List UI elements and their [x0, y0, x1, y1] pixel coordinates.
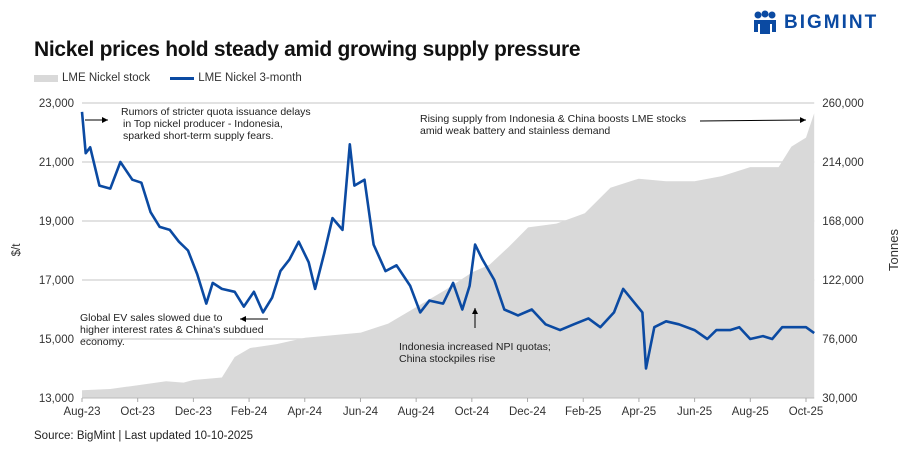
annotation-line: Indonesia increased NPI quotas; — [399, 341, 551, 353]
y-tick-left: 13,000 — [39, 393, 74, 405]
annotation-text: Indonesia increased NPI quotas; China sto… — [399, 341, 551, 365]
annotation-line: economy. — [80, 336, 125, 348]
annotation-line: Global EV sales slowed due to — [80, 312, 223, 324]
legend-item-price: LME Nickel 3-month — [170, 72, 302, 84]
x-tick-label: Feb-24 — [231, 406, 268, 418]
source-note: Source: BigMint | Last updated 10-10-202… — [34, 430, 254, 442]
y-tick-right: 76,000 — [822, 334, 857, 346]
legend: LME Nickel stock LME Nickel 3-month — [34, 72, 302, 84]
price-line — [80, 111, 815, 370]
annotation-line: China stockpiles rise — [399, 353, 495, 365]
y-tick-left: 17,000 — [39, 275, 74, 287]
legend-swatch-line — [170, 76, 195, 80]
y-tick-left: 15,000 — [39, 334, 74, 346]
y-tick-right: 214,000 — [822, 157, 864, 169]
y-tick-left: 21,000 — [39, 157, 74, 169]
x-tick-label: Feb-25 — [565, 406, 601, 418]
x-tick-label: Apr-24 — [288, 406, 323, 418]
x-tick-label: Jun-25 — [677, 406, 712, 418]
bigmint-logo-icon — [754, 10, 776, 34]
annotation-line: in Top nickel producer - Indonesia, — [123, 118, 283, 130]
x-tick-label: Aug-23 — [63, 406, 100, 418]
stock-area — [82, 113, 815, 399]
annotation-line: higher interest rates & China's subdued — [80, 324, 264, 336]
y-tick-right: 30,000 — [822, 393, 857, 405]
chart-title: Nickel prices hold steady amid growing s… — [34, 38, 581, 61]
y-tick-right: 122,000 — [822, 275, 864, 287]
annotation-arrow — [699, 117, 807, 124]
legend-label: LME Nickel stock — [62, 72, 151, 84]
y-tick-right: 260,000 — [822, 98, 864, 110]
x-tick-label: Dec-24 — [509, 406, 547, 418]
x-tick-label: Aug-25 — [732, 406, 769, 418]
y-tick-left: 23,000 — [39, 98, 74, 110]
logo-text: BIGMINT — [784, 12, 879, 33]
legend-item-stock: LME Nickel stock — [34, 72, 150, 84]
x-tick-label: Oct-23 — [120, 406, 155, 418]
annotation-line: amid weak battery and stainless demand — [420, 125, 610, 137]
y-axis-label-right: Tonnes — [886, 229, 901, 271]
x-tick-label: Oct-24 — [455, 406, 490, 418]
annotation-text: Global EV sales slowed due to higher inte… — [80, 312, 264, 348]
annotation-text: Rising supply from Indonesia & China boo… — [420, 113, 686, 137]
legend-swatch-area — [34, 74, 58, 82]
x-tick-label: Apr-25 — [622, 406, 657, 418]
annotation-line: Rising supply from Indonesia & China boo… — [420, 113, 686, 125]
bigmint-logo: BIGMINT — [752, 10, 878, 36]
x-tick-label: Aug-24 — [398, 406, 436, 418]
y-axis-label-left: $/t — [11, 243, 23, 257]
annotation-line: Rumors of stricter quota issuance delays — [121, 106, 311, 118]
annotation-text: Rumors of stricter quota issuance delays… — [121, 106, 311, 142]
y-tick-right: 168,000 — [822, 216, 864, 228]
legend-label: LME Nickel 3-month — [198, 72, 302, 84]
x-tick-label: Dec-23 — [175, 406, 212, 418]
y-tick-left: 19,000 — [39, 216, 74, 228]
x-tick-label: Oct-25 — [789, 406, 824, 418]
x-tick-label: Jun-24 — [343, 406, 379, 418]
annotation-line: sparked short-term supply fears. — [123, 130, 274, 142]
